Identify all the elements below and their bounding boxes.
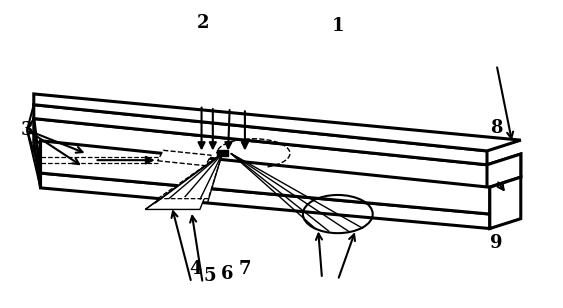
Polygon shape [34,94,521,151]
Polygon shape [158,150,211,166]
Polygon shape [490,177,521,229]
Polygon shape [34,105,487,165]
Polygon shape [217,150,228,156]
Polygon shape [41,141,490,214]
Polygon shape [145,153,222,209]
Text: 3: 3 [21,121,33,139]
Text: 6: 6 [221,265,233,283]
Text: 1: 1 [332,17,344,35]
Text: 5: 5 [203,267,216,285]
Polygon shape [34,119,521,188]
Polygon shape [158,153,222,199]
Text: 2: 2 [196,14,209,32]
Polygon shape [41,173,490,229]
Text: 9: 9 [490,234,503,252]
Text: 8: 8 [490,119,503,137]
Text: 7: 7 [239,260,251,278]
Text: 4: 4 [190,260,202,278]
Polygon shape [487,154,521,188]
